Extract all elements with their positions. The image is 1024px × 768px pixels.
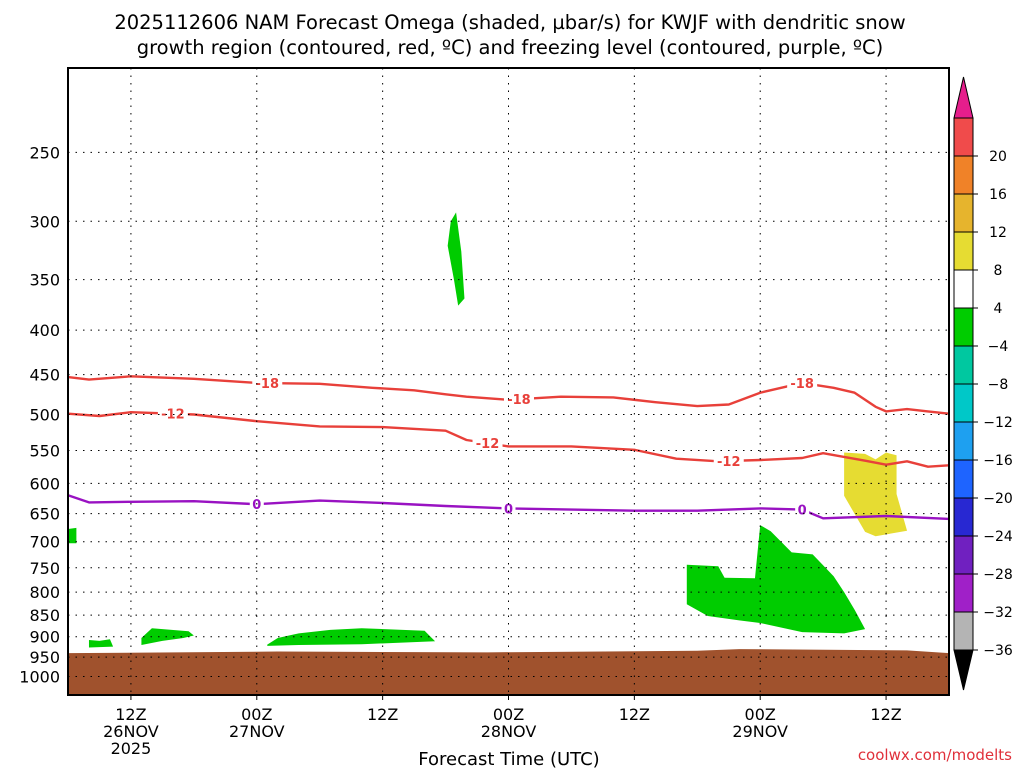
colorbar-label-20: 20 [989,149,1007,165]
contour-label-bg--18-2 [787,374,818,391]
chart-title-line-2: growth region (contoured, red, ºC) and f… [137,36,884,59]
colorbar-label--8: −8 [988,377,1009,393]
colorbar-segment-6 [953,421,974,461]
colorbar-under-triangle [953,649,974,691]
x-tick-label-66: 00Z [745,705,776,724]
colorbar-label-8: 8 [994,263,1003,279]
y-tick-label-750: 750 [29,559,60,578]
y-tick-label-900: 900 [29,628,60,647]
colorbar-label-4: 4 [994,301,1003,317]
contour-label-bg--18-1 [503,391,534,408]
y-tick-label-800: 800 [29,583,60,602]
contour-label--18-0: -18 [256,377,280,392]
omega-shade-region-3 [88,639,114,648]
colorbar-label-16: 16 [989,187,1007,203]
colorbar-label--24: −24 [983,529,1013,545]
colorbar-segment-14 [953,117,974,157]
contour-label--12-0: -12 [161,408,185,423]
contour-label--18-1: -18 [507,393,531,408]
colorbar-segment-4 [953,497,974,537]
x-tick-label-18: 00Z [241,705,272,724]
omega-shade-region-1 [447,212,465,306]
colorbar-segment-8 [953,345,974,385]
x-tick-label-42: 00Z [493,705,524,724]
x-tick-date-66: 29NOV [732,722,788,741]
contour-label-bg-0-2 [795,501,810,518]
x-tick-year-6: 2025 [111,739,152,758]
colorbar-segment-7 [953,383,974,423]
colorbar-segment-5 [953,459,974,499]
contour-label-bg--12-0 [157,405,188,422]
colorbar-segment-10 [953,269,974,309]
y-tick-label-300: 300 [29,212,60,231]
colorbar-label--28: −28 [983,567,1013,583]
omega-shade-region-5 [267,628,436,646]
contour-label-0-2: 0 [798,504,807,519]
omega-shade-region-2 [68,527,77,544]
contour-label--12-1: -12 [476,437,500,452]
colorbar: −36 −32 −28 −24 −20 −16 −12 −8 −4 4 8 12 16 20 [953,76,1013,691]
y-tick-label-600: 600 [29,474,60,493]
colorbar-segment-11 [953,231,974,271]
colorbar-label--4: −4 [988,339,1009,355]
colorbar-label--20: −20 [983,491,1013,507]
y-tick-label-500: 500 [29,405,60,424]
contour-label-bg-0-1 [501,500,516,517]
y-tick-label-450: 450 [29,366,60,385]
colorbar-segment-1 [953,611,974,651]
colorbar-segment-13 [953,155,974,195]
contour-label-0-1: 0 [504,502,513,517]
colorbar-label-12: 12 [989,225,1007,241]
y-tick-label-250: 250 [29,143,60,162]
colorbar-segment-12 [953,193,974,233]
omega-shade-region-6 [686,525,866,634]
omega-shade-region-4 [141,628,194,646]
omega-shade-region-7 [844,452,908,537]
contour-label-bg--12-1 [472,435,503,452]
colorbar-segment-3 [953,535,974,575]
x-tick-label-6: 12Z [115,705,146,724]
x-tick-label-54: 12Z [619,705,650,724]
chart-title-line-1: 2025112606 NAM Forecast Omega (shaded, µ… [114,11,905,34]
plot-area: -18 -18 -18 -12 -12 -12 0 0 0 250 300 350 400 450 500 5… [19,67,950,758]
colorbar-label--12: −12 [983,415,1013,431]
y-tick-label-700: 700 [29,533,60,552]
contour-line--12 [68,411,949,468]
colorbar-segment-2 [953,573,974,613]
colorbar-segment-9 [953,307,974,347]
y-tick-label-350: 350 [29,271,60,290]
colorbar-label--36: −36 [983,643,1013,659]
y-tick-label-1000: 1000 [19,668,60,687]
y-tick-label-400: 400 [29,321,60,340]
y-tick-label-950: 950 [29,648,60,667]
y-tick-label-650: 650 [29,505,60,524]
contour-label--12-2: -12 [717,455,741,470]
x-axis-label: Forecast Time (UTC) [418,749,599,768]
plot-clip-group: -18 -18 -18 -12 -12 -12 0 0 0 [68,212,949,695]
x-tick-date-6: 26NOV [103,722,159,741]
x-tick-label-78: 12Z [870,705,901,724]
terrain-fill [68,649,949,695]
y-tick-label-850: 850 [29,606,60,625]
colorbar-label--16: −16 [983,453,1013,469]
colorbar-label--32: −32 [983,605,1013,621]
contour-label-bg--12-2 [713,453,744,470]
contour-label-bg--18-0 [252,375,283,392]
x-tick-label-30: 12Z [367,705,398,724]
colorbar-over-triangle [953,76,974,119]
contour-label--18-2: -18 [790,377,814,392]
contour-label-0-0: 0 [252,498,261,513]
x-tick-date-18: 27NOV [229,722,285,741]
y-tick-label-550: 550 [29,442,60,461]
credit-text: coolwx.com/modelts [858,746,1012,764]
x-tick-date-42: 28NOV [481,722,537,741]
